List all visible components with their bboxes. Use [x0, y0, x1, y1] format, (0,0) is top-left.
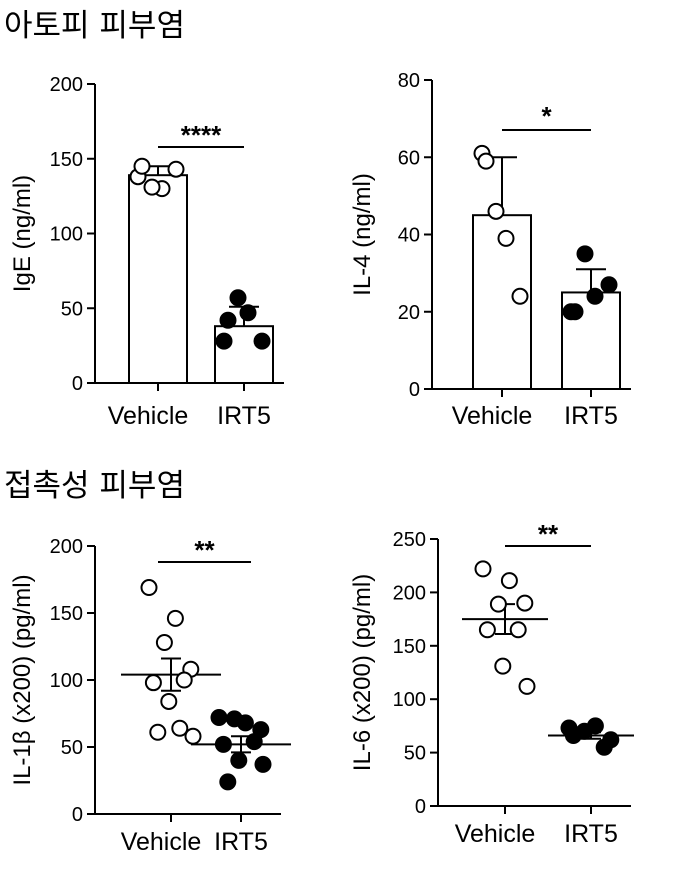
y-tick-label: 150	[393, 636, 426, 658]
y-tick-label: 250	[393, 529, 426, 551]
data-point-irt5	[229, 289, 247, 307]
y-tick-label: 0	[409, 379, 420, 401]
y-tick-label: 50	[61, 298, 83, 320]
data-point-vehicle	[149, 723, 167, 741]
data-point-vehicle	[489, 595, 507, 613]
y-axis-label: IL-6 (x200) (pg/ml)	[349, 574, 376, 771]
data-point-irt5	[225, 710, 243, 728]
category-label: Vehicle	[108, 402, 189, 430]
y-tick-label: 60	[398, 147, 420, 169]
significance-stars: **	[194, 535, 215, 565]
data-point-irt5	[566, 303, 584, 321]
significance-stars: *	[541, 101, 552, 131]
y-tick-label: 200	[50, 74, 83, 96]
data-point-irt5	[254, 755, 272, 773]
section-title-contact: 접촉성 피부염	[4, 468, 185, 504]
data-point-vehicle	[511, 287, 529, 305]
data-point-vehicle	[518, 677, 536, 695]
y-axis-label: IgE (ng/ml)	[9, 175, 36, 292]
data-point-vehicle	[166, 609, 184, 627]
chart-ige: 0 50 100 150 200 Vehicle IRT5 IgE (ng/ml) ****	[9, 74, 284, 430]
data-point-irt5	[230, 751, 248, 769]
category-label: IRT5	[217, 402, 271, 430]
data-point-irt5	[239, 304, 257, 322]
data-point-vehicle	[171, 719, 189, 737]
y-tick-label: 100	[50, 224, 83, 246]
y-tick-label: 40	[398, 225, 420, 247]
data-point-vehicle	[160, 692, 178, 710]
data-point-vehicle	[133, 157, 151, 175]
data-point-vehicle	[494, 657, 512, 675]
y-tick-label: 100	[393, 689, 426, 711]
significance-stars: ****	[181, 120, 222, 150]
data-point-irt5	[215, 332, 233, 350]
data-point-vehicle	[500, 572, 518, 590]
data-point-irt5	[214, 735, 232, 753]
data-point-vehicle	[184, 727, 202, 745]
category-label: IRT5	[564, 820, 618, 848]
y-tick-label: 150	[50, 149, 83, 171]
y-axis-label: IL-1β (x200) (pg/ml)	[9, 574, 36, 785]
bar	[128, 174, 188, 384]
y-tick-label: 50	[404, 743, 426, 765]
y-tick-label: 200	[393, 582, 426, 604]
category-label: IRT5	[214, 828, 268, 856]
y-tick-label: 100	[50, 670, 83, 692]
data-point-irt5	[253, 332, 271, 350]
data-point-irt5	[210, 709, 228, 727]
data-point-vehicle	[474, 560, 492, 578]
y-axis-label: IL-4 (ng/ml)	[349, 173, 376, 296]
data-point-vehicle	[487, 202, 505, 220]
y-tick-label: 50	[61, 737, 83, 759]
y-tick-label: 80	[398, 70, 420, 92]
y-tick-label: 150	[50, 603, 83, 625]
data-point-vehicle	[497, 229, 515, 247]
data-point-irt5	[600, 276, 618, 294]
data-point-vehicle	[478, 621, 496, 639]
section-title-atopic: 아토피 피부염	[4, 8, 185, 44]
data-point-vehicle	[477, 152, 495, 170]
category-label: IRT5	[564, 402, 618, 430]
chart-il6: 0 50 100 150 200 250 Vehicle IRT5 IL-6 (x200) (p…	[349, 519, 634, 848]
data-point-irt5	[245, 733, 263, 751]
significance-stars: **	[538, 519, 559, 549]
data-point-vehicle	[167, 160, 185, 178]
data-point-irt5	[219, 773, 237, 791]
y-tick-label: 200	[50, 536, 83, 558]
data-point-vehicle	[155, 633, 173, 651]
data-point-vehicle	[143, 178, 161, 196]
category-label: Vehicle	[455, 820, 536, 848]
data-point-vehicle	[516, 594, 534, 612]
data-point-vehicle	[144, 674, 162, 692]
category-label: Vehicle	[452, 402, 533, 430]
data-point-vehicle	[509, 621, 527, 639]
data-point-irt5	[595, 738, 613, 756]
data-point-irt5	[576, 245, 594, 263]
data-point-irt5	[586, 287, 604, 305]
data-point-vehicle	[175, 671, 193, 689]
y-tick-label: 0	[72, 804, 83, 826]
data-point-irt5	[219, 311, 237, 329]
chart-il4: 0 20 40 60 80 Vehicle IRT5 IL-4 (ng/ml) *	[349, 70, 631, 430]
category-label: Vehicle	[121, 828, 202, 856]
data-point-vehicle	[140, 579, 158, 597]
y-tick-label: 0	[72, 373, 83, 395]
y-tick-label: 20	[398, 302, 420, 324]
chart-il1b: 0 50 100 150 200 Vehicle IRT5 IL-1β (x200) (pg/…	[9, 535, 291, 856]
data-point-irt5	[564, 727, 582, 745]
y-tick-label: 0	[415, 796, 426, 818]
